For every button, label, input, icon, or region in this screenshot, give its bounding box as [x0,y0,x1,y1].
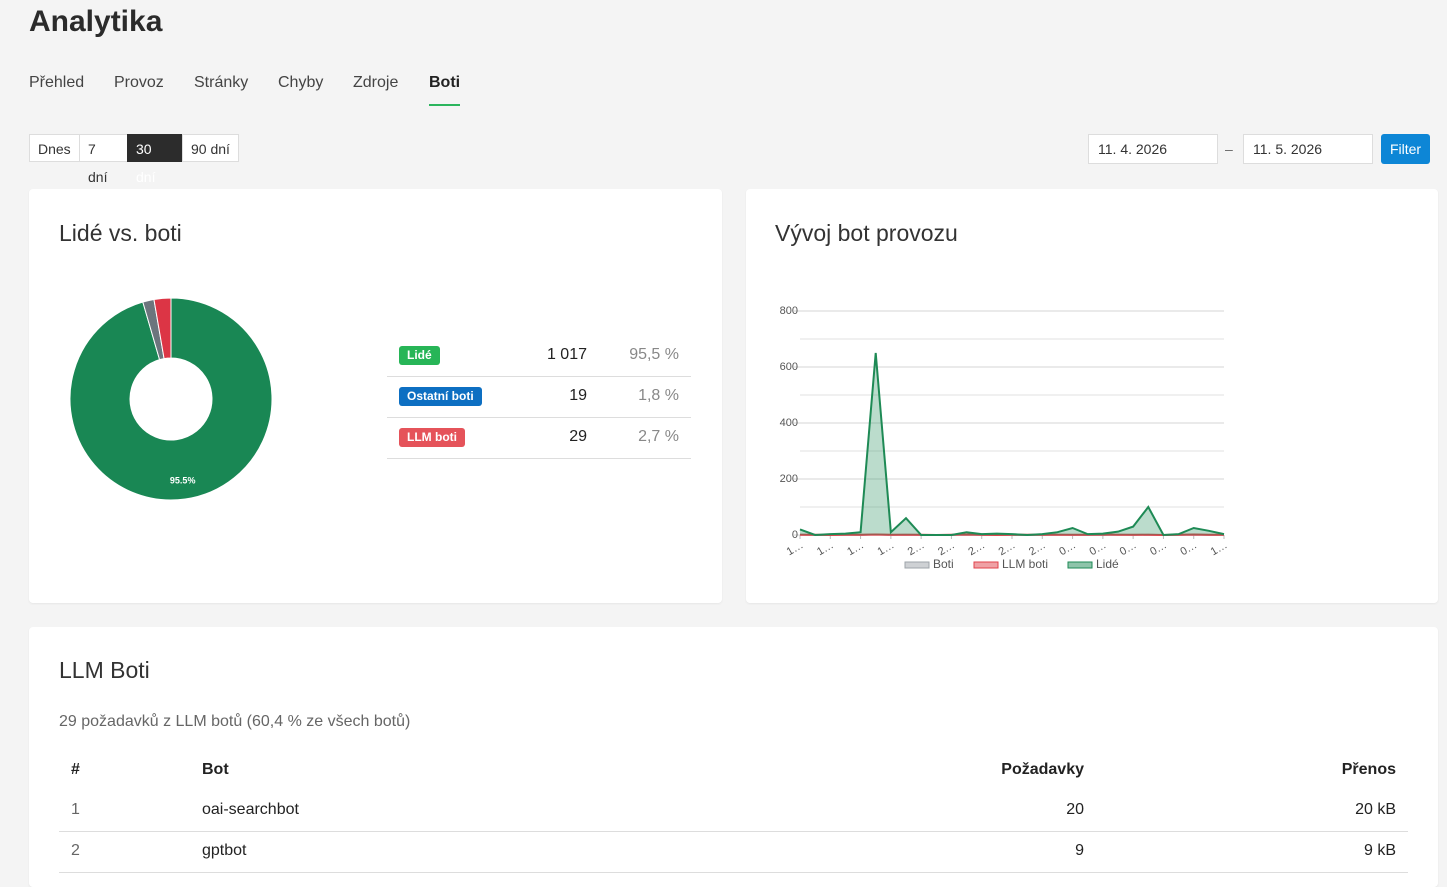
tab[interactable]: Chyby [278,74,324,91]
cell: 20 kB [1355,801,1396,818]
row-separator [387,458,691,459]
range-button[interactable]: 90 dní [182,134,239,162]
cell: 1 [71,801,80,818]
y-tick-label: 0 [792,529,798,541]
llm-card [29,627,1438,887]
y-tick-label: 200 [780,473,798,485]
x-tick-label: 0… [1148,539,1169,558]
date-from-input[interactable]: 11. 4. 2026 [1088,134,1218,164]
card-title: Vývoj bot provozu [775,220,958,246]
tab[interactable]: Provoz [114,74,164,91]
x-tick-label: 2… [997,539,1018,558]
cell: oai-searchbot [202,801,299,818]
share: 1,8 % [638,387,679,404]
y-tick-label: 800 [780,305,798,317]
x-tick-label: 1… [1209,539,1230,558]
date-to-input[interactable]: 11. 5. 2026 [1243,134,1373,164]
pie-card [29,189,722,603]
x-tick-label: 1… [845,539,866,558]
legend-label: LLM boti [1002,557,1048,571]
legend-swatch [1067,561,1093,569]
x-tick-label: 2… [906,539,927,558]
share: 2,7 % [638,428,679,445]
x-tick-label: 0… [1057,539,1078,558]
y-tick-label: 400 [780,417,798,429]
row-separator [387,417,691,418]
legend-swatch [973,561,999,569]
date-separator: – [1225,141,1233,157]
x-tick-label: 1… [785,539,806,558]
y-tick-label: 600 [780,361,798,373]
range-button[interactable]: Dnes [29,134,80,162]
row-separator [387,376,691,377]
badge: LLM boti [399,428,465,447]
legend-label: Lidé [1096,557,1119,571]
column-header: Přenos [1341,761,1396,778]
cell: 9 kB [1363,842,1396,859]
badge: Lidé [399,346,440,365]
share: 95,5 % [629,346,679,363]
x-tick-label: 0… [1088,539,1109,558]
pie-slice [69,297,273,501]
tab[interactable]: Přehled [29,74,85,91]
count: 19 [569,387,587,404]
page-title: Analytika [29,5,163,38]
count: 1 017 [546,346,587,363]
cell: 20 [1066,801,1084,818]
x-tick-label: 2… [1027,539,1048,558]
range-button[interactable]: 30 dní [127,134,183,185]
tab[interactable]: Zdroje [353,74,399,91]
line [799,352,1225,537]
x-tick-label: 2… [936,539,957,558]
tab[interactable]: Boti [429,74,461,106]
pie-slice [153,297,172,360]
column-header: Požadavky [1001,761,1084,778]
legend-label: Boti [933,557,954,571]
filter-button[interactable]: Filter [1381,134,1430,164]
column-header: # [71,761,80,778]
x-tick-label: 2… [966,539,987,558]
cell: gptbot [202,842,247,859]
tab[interactable]: Stránky [194,74,249,91]
x-tick-label: 0… [1178,539,1199,558]
slice-label: 95.5% [170,476,196,486]
x-tick-label: 1… [815,539,836,558]
x-tick-label: 0… [1118,539,1139,558]
card-title: LLM Boti [59,657,150,683]
count: 29 [569,428,587,445]
column-header: Bot [202,761,229,778]
cell: 2 [71,842,80,859]
row-separator [59,872,1408,873]
legend-swatch [904,561,930,569]
cell: 9 [1075,842,1084,859]
summary: 29 požadavků z LLM botů (60,4 % ze všech… [59,713,411,730]
badge: Ostatní boti [399,387,482,406]
row-separator [59,831,1408,832]
card-title: Lidé vs. boti [59,220,182,246]
x-tick-label: 1… [876,539,897,558]
